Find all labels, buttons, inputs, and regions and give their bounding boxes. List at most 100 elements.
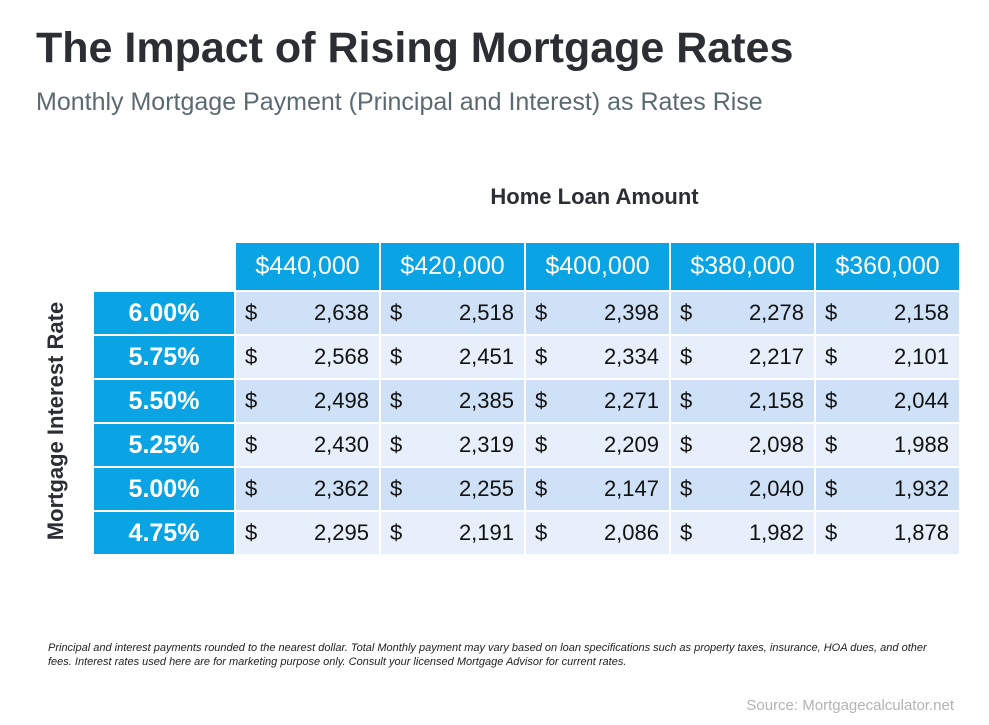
currency-symbol: $	[680, 476, 693, 501]
payment-value: 2,398	[603, 300, 659, 325]
payment-cell: $2,217	[671, 336, 814, 378]
payment-cell: $2,451	[381, 336, 524, 378]
payment-cell: $2,334	[526, 336, 669, 378]
currency-symbol: $	[535, 432, 548, 457]
payment-cell: $1,988	[816, 424, 959, 466]
currency-symbol: $	[535, 344, 548, 369]
currency-symbol: $	[390, 476, 403, 501]
payment-value: 2,451	[458, 344, 514, 369]
currency-symbol: $	[535, 520, 548, 545]
column-header: $420,000	[381, 243, 524, 290]
payment-cell: $2,271	[526, 380, 669, 422]
payment-value: 2,278	[748, 300, 804, 325]
payment-cell: $2,101	[816, 336, 959, 378]
payment-cell: $2,191	[381, 512, 524, 554]
payment-value: 2,255	[458, 476, 514, 501]
currency-symbol: $	[390, 300, 403, 325]
currency-symbol: $	[680, 520, 693, 545]
table-corner	[94, 243, 234, 290]
payment-cell: $2,385	[381, 380, 524, 422]
payment-value: 2,101	[893, 344, 949, 369]
rate-label: 4.75%	[94, 512, 234, 554]
payment-value: 2,518	[458, 300, 514, 325]
payment-value: 2,191	[458, 520, 514, 545]
payment-value: 1,932	[893, 476, 949, 501]
currency-symbol: $	[825, 388, 838, 413]
payment-value: 2,086	[603, 520, 659, 545]
payment-cell: $1,932	[816, 468, 959, 510]
currency-symbol: $	[245, 388, 258, 413]
payment-cell: $2,040	[671, 468, 814, 510]
footnote: Principal and interest payments rounded …	[48, 642, 927, 668]
column-header: $380,000	[671, 243, 814, 290]
payment-cell: $2,568	[236, 336, 379, 378]
payment-value: 2,158	[748, 388, 804, 413]
currency-symbol: $	[680, 344, 693, 369]
payment-value: 2,295	[313, 520, 369, 545]
payment-cell: $2,098	[671, 424, 814, 466]
chart-subtitle: Monthly Mortgage Payment (Principal and …	[36, 88, 763, 116]
payment-value: 2,362	[313, 476, 369, 501]
payment-value: 2,147	[603, 476, 659, 501]
payment-value: 2,158	[893, 300, 949, 325]
rate-label: 5.00%	[94, 468, 234, 510]
currency-symbol: $	[245, 344, 258, 369]
payment-cell: $2,638	[236, 292, 379, 334]
currency-symbol: $	[245, 300, 258, 325]
payment-cell: $2,398	[526, 292, 669, 334]
payment-value: 2,568	[313, 344, 369, 369]
payment-cell: $2,319	[381, 424, 524, 466]
currency-symbol: $	[390, 344, 403, 369]
payment-cell: $1,982	[671, 512, 814, 554]
payment-cell: $2,362	[236, 468, 379, 510]
payment-value: 2,040	[748, 476, 804, 501]
column-axis-title: Home Loan Amount	[490, 184, 699, 209]
currency-symbol: $	[680, 388, 693, 413]
currency-symbol: $	[825, 432, 838, 457]
rate-label: 5.75%	[94, 336, 234, 378]
payment-cell: $2,209	[526, 424, 669, 466]
currency-symbol: $	[390, 520, 403, 545]
currency-symbol: $	[680, 300, 693, 325]
payment-value: 2,430	[313, 432, 369, 457]
currency-symbol: $	[390, 388, 403, 413]
payment-cell: $2,158	[816, 292, 959, 334]
currency-symbol: $	[535, 476, 548, 501]
rate-label: 5.25%	[94, 424, 234, 466]
source-credit: Source: Mortgagecalculator.net	[746, 697, 954, 714]
payment-value: 2,334	[603, 344, 659, 369]
rate-label: 6.00%	[94, 292, 234, 334]
currency-symbol: $	[245, 432, 258, 457]
payment-value: 2,271	[603, 388, 659, 413]
currency-symbol: $	[535, 388, 548, 413]
payment-cell: $2,278	[671, 292, 814, 334]
payment-cell: $2,158	[671, 380, 814, 422]
payment-cell: $2,430	[236, 424, 379, 466]
payment-value: 2,638	[313, 300, 369, 325]
payment-value: 2,498	[313, 388, 369, 413]
payment-cell: $2,044	[816, 380, 959, 422]
payment-cell: $2,498	[236, 380, 379, 422]
payment-cell: $2,086	[526, 512, 669, 554]
payment-value: 2,385	[458, 388, 514, 413]
currency-symbol: $	[245, 476, 258, 501]
currency-symbol: $	[825, 520, 838, 545]
currency-symbol: $	[245, 520, 258, 545]
payment-value: 1,982	[748, 520, 804, 545]
column-header: $360,000	[816, 243, 959, 290]
payment-cell: $1,878	[816, 512, 959, 554]
payment-value: 2,044	[893, 388, 949, 413]
payment-value: 2,319	[458, 432, 514, 457]
payment-table: $440,000 $420,000 $400,000 $380,000 $360,000…	[94, 243, 959, 554]
payment-cell: $2,295	[236, 512, 379, 554]
payment-cell: $2,518	[381, 292, 524, 334]
currency-symbol: $	[825, 344, 838, 369]
payment-value: 2,217	[748, 344, 804, 369]
rate-label: 5.50%	[94, 380, 234, 422]
payment-cell: $2,255	[381, 468, 524, 510]
currency-symbol: $	[390, 432, 403, 457]
currency-symbol: $	[825, 476, 838, 501]
payment-value: 1,988	[893, 432, 949, 457]
payment-value: 2,098	[748, 432, 804, 457]
currency-symbol: $	[680, 432, 693, 457]
